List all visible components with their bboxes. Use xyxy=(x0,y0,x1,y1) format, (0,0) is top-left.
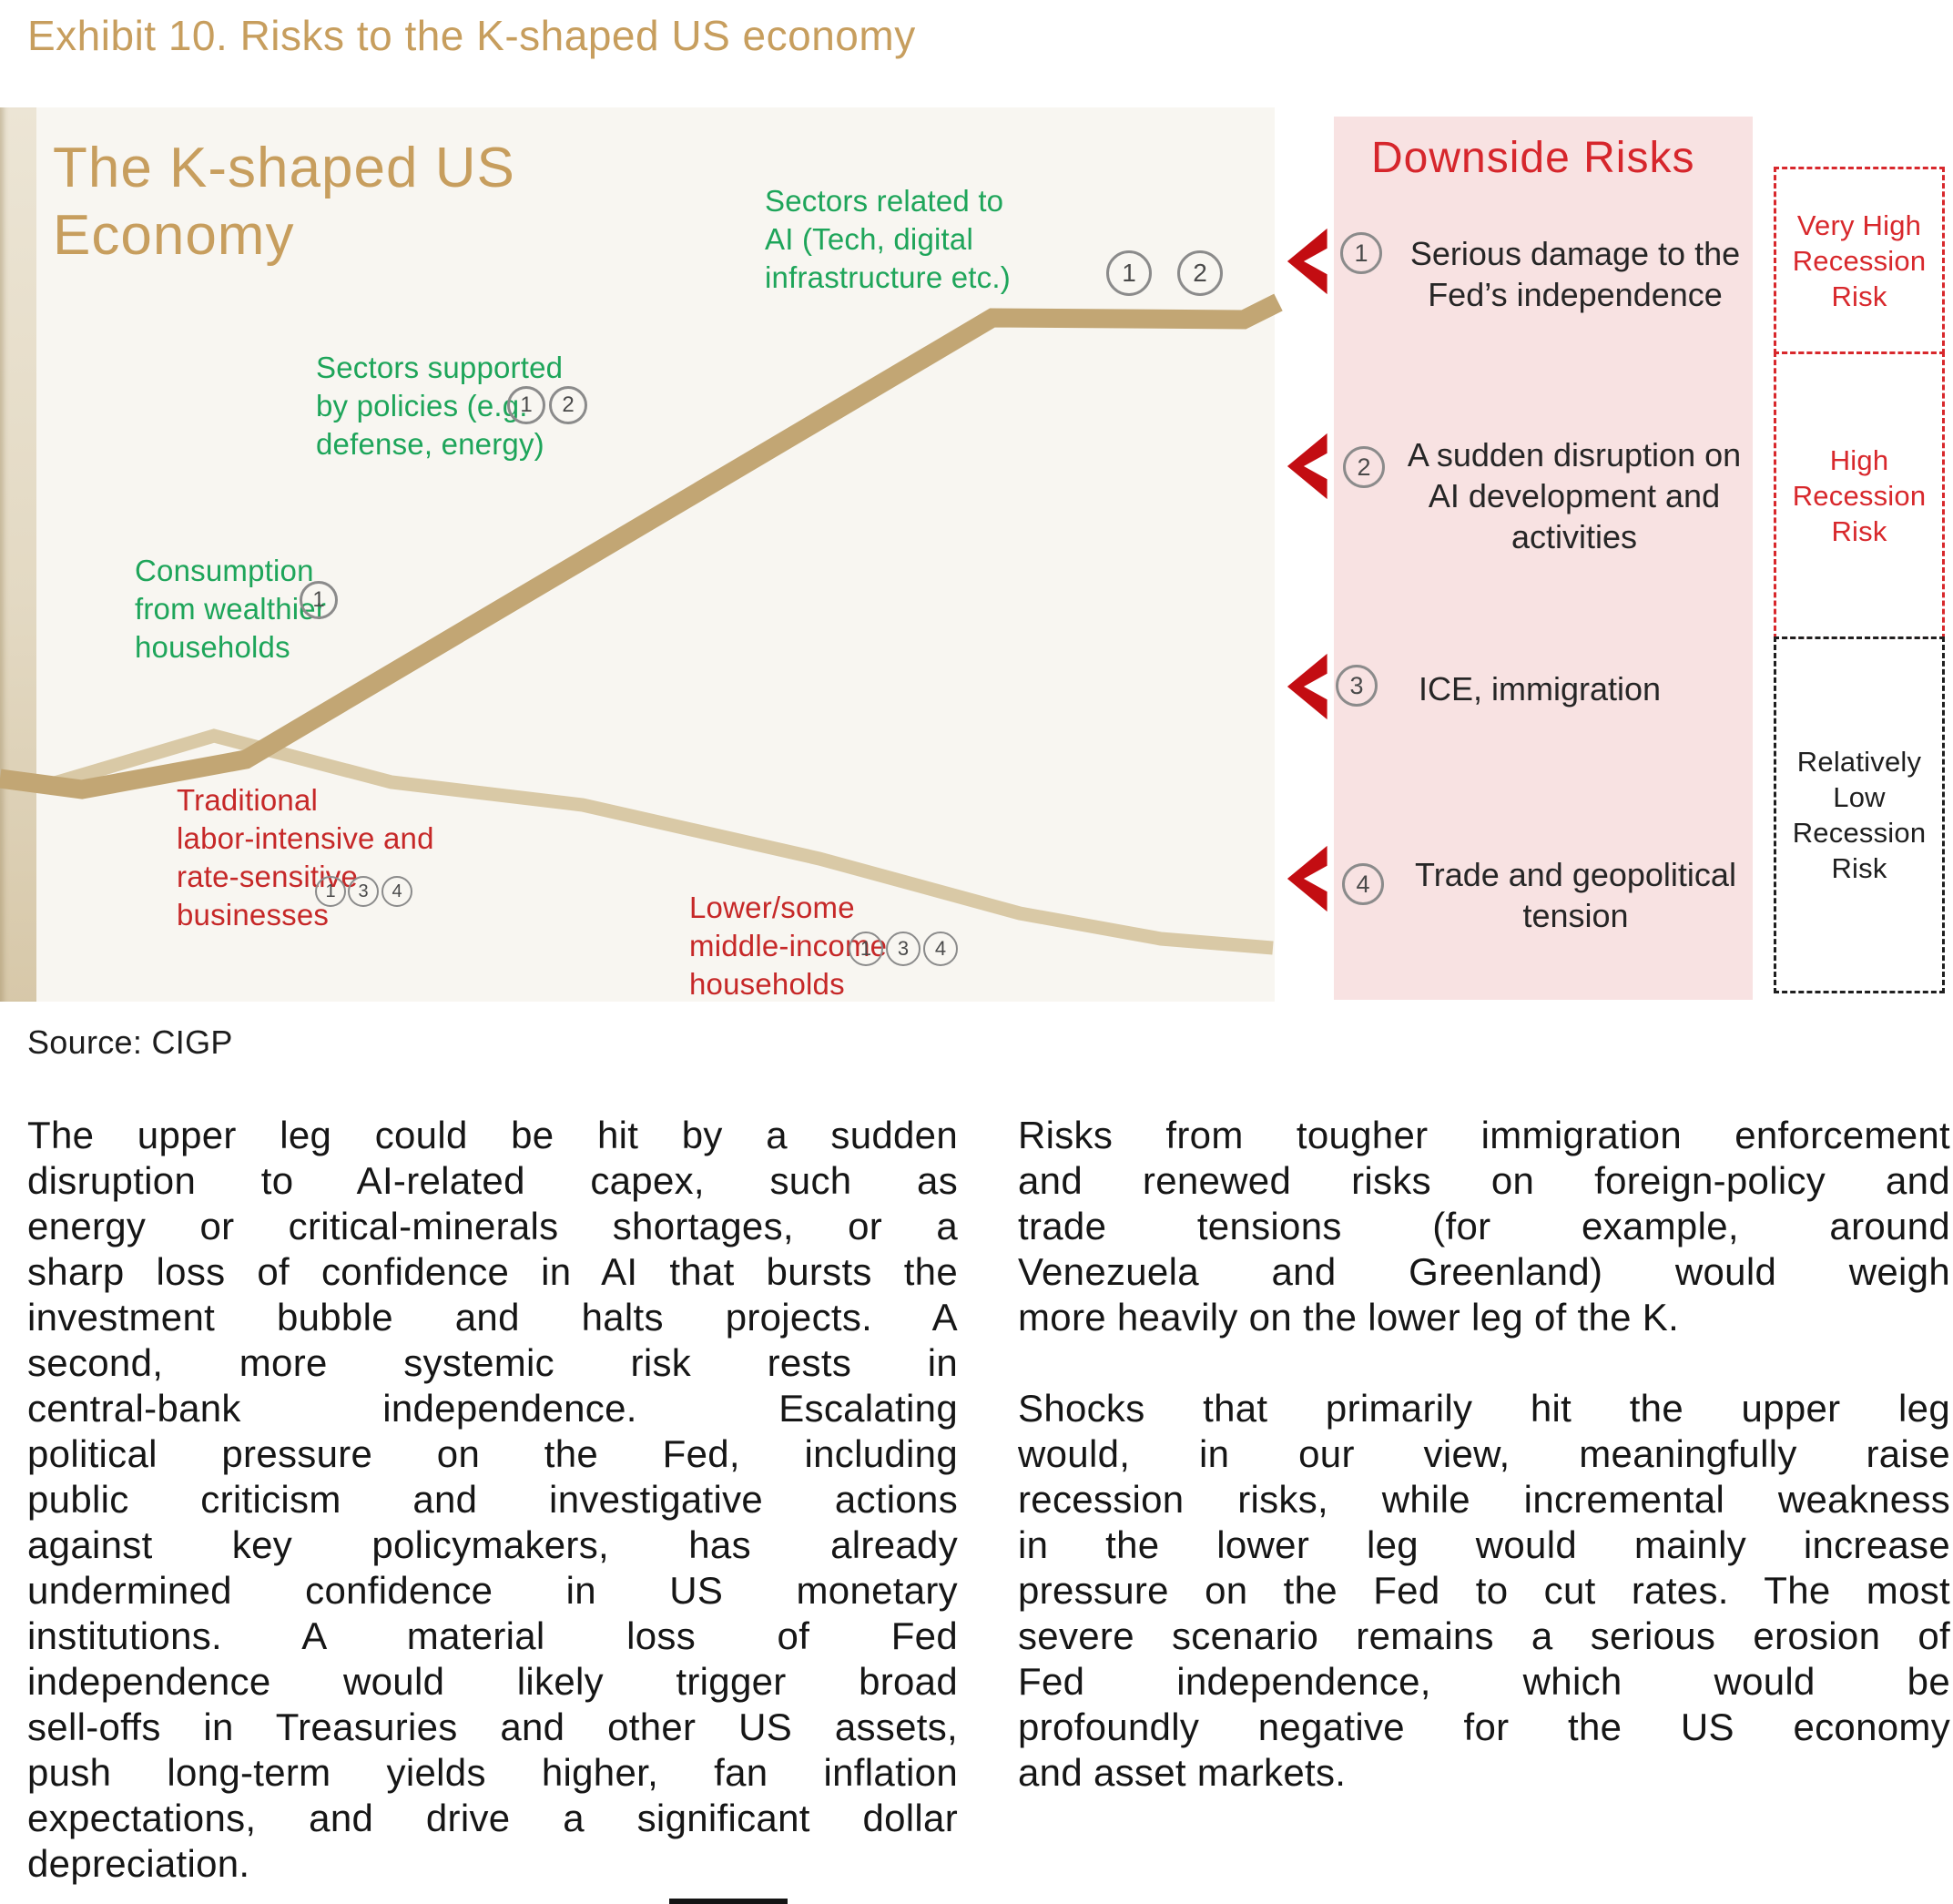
badge-1-icon: 1 xyxy=(507,386,545,424)
label-ai-sectors: Sectors related to AI (Tech, digital infra… xyxy=(765,184,1011,294)
badge-1-icon: 1 xyxy=(1106,250,1152,296)
k-shape-lines xyxy=(0,293,1283,955)
badge-1-icon: 1 xyxy=(300,581,338,619)
badge-2-icon: 2 xyxy=(1177,250,1223,296)
k-upper-leg-line xyxy=(0,293,1283,799)
badge-3-icon: 3 xyxy=(1336,665,1378,707)
risk-item-immigration: ICE, immigration xyxy=(1419,670,1662,708)
exhibit-title: Exhibit 10. Risks to the K-shaped US eco… xyxy=(27,12,916,59)
source-line: Source: CIGP xyxy=(27,1023,233,1061)
badge-2-icon: 2 xyxy=(549,386,587,424)
high-recession-risk-box: High Recession Risk xyxy=(1774,351,1945,639)
body-column-right: Risks from tougher immigration enforceme… xyxy=(1018,1113,1950,1796)
slide-left-border xyxy=(0,107,36,1002)
body-column-left: The upper leg could be hit by a sudden di… xyxy=(27,1113,958,1887)
risk-item-trade-tension: Trade and geopolitical tension xyxy=(1415,856,1736,934)
risk-item-ai-disruption: A sudden disruption on AI development and… xyxy=(1407,436,1742,555)
risk-box-label: Relatively Low Recession Risk xyxy=(1792,746,1927,884)
paragraph: Shocks that primarily hit the upper leg w… xyxy=(1018,1387,1950,1794)
k-lower-leg-line xyxy=(52,728,1274,955)
badge-4-icon: 4 xyxy=(1342,863,1384,905)
downside-risks-title: Downside Risks xyxy=(1371,134,1695,182)
left-chevron-icon xyxy=(1277,844,1329,913)
left-chevron-icon xyxy=(1277,432,1329,501)
label-traditional-businesses: Traditional labor-intensive and rate-sensi… xyxy=(177,783,434,932)
risk-box-label: High Recession Risk xyxy=(1792,443,1927,547)
risk-item-fed-independence: Serious damage to the Fed’s independence xyxy=(1409,235,1741,313)
diagram-title: The K-shaped US Economy xyxy=(53,137,515,267)
badge-4-icon: 4 xyxy=(381,876,412,907)
badge-1-icon: 1 xyxy=(315,876,346,907)
badge-1-icon: 1 xyxy=(849,932,883,966)
badge-1-icon: 1 xyxy=(1340,232,1382,274)
risk-box-label: Very High Recession Risk xyxy=(1792,209,1927,312)
downside-risks-panel: Downside Risks 1 Serious damage to the Fe… xyxy=(1334,117,1753,1000)
badge-2-icon: 2 xyxy=(1343,446,1385,488)
badge-3-icon: 3 xyxy=(886,932,921,966)
label-policy-sectors: Sectors supported by policies (e.g. defens… xyxy=(316,351,564,461)
relatively-low-recession-risk-box: Relatively Low Recession Risk xyxy=(1774,636,1945,993)
left-chevron-icon xyxy=(1277,227,1329,296)
paragraph: Risks from tougher immigration enforceme… xyxy=(1018,1114,1950,1339)
very-high-recession-risk-box: Very High Recession Risk xyxy=(1774,167,1945,354)
diagram-background xyxy=(0,107,1275,1002)
badge-3-icon: 3 xyxy=(348,876,379,907)
label-wealthy-consumption: Consumption from wealthier households xyxy=(135,554,327,664)
paragraph: The upper leg could be hit by a sudden di… xyxy=(27,1114,958,1885)
badge-4-icon: 4 xyxy=(923,932,958,966)
left-chevron-icon xyxy=(1277,652,1329,721)
page-footer-bar xyxy=(669,1899,788,1904)
